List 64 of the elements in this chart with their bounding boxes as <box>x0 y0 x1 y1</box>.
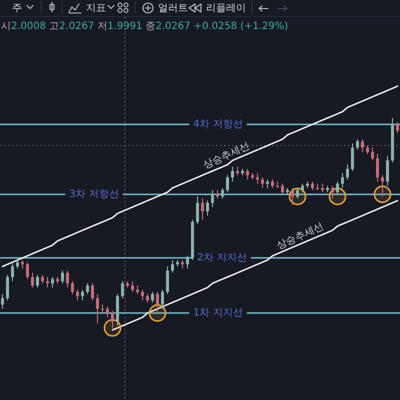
candlestick <box>6 274 9 301</box>
candlestick <box>371 147 374 161</box>
text: 지표 <box>86 3 106 14</box>
candlestick <box>161 289 164 310</box>
ref-line-label: 2차 지지선 <box>197 252 247 264</box>
text: 시2.0008 고2.0267 저1.9991 종2.0267 +0.0258 (+1.29%) <box>1 21 288 32</box>
candlestick <box>61 270 64 284</box>
candlestick <box>331 185 334 200</box>
candlestick <box>196 196 199 224</box>
candlestick <box>111 310 114 330</box>
candlestick <box>346 164 349 180</box>
candlestick <box>66 270 69 288</box>
candlestick <box>381 174 384 197</box>
ref-line-label: 1차 지지선 <box>193 308 243 319</box>
text: 리플레이 <box>206 3 246 14</box>
candlestick <box>121 280 124 299</box>
ref-line-label: 3차 저항선 <box>69 188 119 200</box>
candlestick <box>361 138 364 152</box>
candlestick <box>186 255 189 270</box>
candlestick <box>396 122 399 134</box>
candlestick <box>51 276 54 288</box>
candlestick <box>141 289 144 301</box>
candlestick <box>16 257 19 270</box>
candlestick <box>156 291 159 314</box>
candlestick <box>201 198 204 220</box>
candlestick <box>86 282 89 294</box>
candlestick <box>26 262 29 280</box>
candlestick <box>171 260 174 274</box>
candlestick <box>11 262 14 282</box>
candlestick <box>376 154 379 182</box>
candlestick <box>296 187 299 200</box>
candlestick <box>1 293 4 310</box>
text: 주 <box>12 3 22 14</box>
candlestick <box>336 181 339 195</box>
candlestick <box>386 156 389 186</box>
candlestick <box>36 274 39 288</box>
candlestick <box>151 291 154 303</box>
candlestick <box>206 200 209 216</box>
candlestick <box>91 282 94 301</box>
point <box>374 186 392 204</box>
candlestick <box>131 280 134 292</box>
ref-line-label: 4차 저항선 <box>193 118 243 130</box>
candlestick <box>221 187 224 200</box>
candlestick <box>211 190 214 208</box>
candlestick <box>81 289 84 301</box>
point <box>104 319 122 337</box>
candlestick <box>246 168 249 180</box>
candlestick <box>96 293 99 324</box>
candlestick <box>291 187 294 206</box>
candlestick <box>356 138 359 150</box>
candlestick <box>341 172 344 188</box>
candlestick <box>226 174 229 193</box>
candlestick <box>106 306 109 318</box>
candlestick <box>76 289 79 301</box>
candlestick <box>46 276 49 288</box>
candlestick <box>256 172 259 184</box>
candlestick <box>31 272 34 288</box>
candlestick <box>261 176 264 188</box>
candlestick <box>351 142 354 172</box>
candlestick <box>166 266 169 294</box>
point <box>148 304 166 322</box>
candlestick <box>71 280 74 294</box>
candlestick <box>281 183 284 195</box>
text: 얼러트 <box>158 3 188 14</box>
